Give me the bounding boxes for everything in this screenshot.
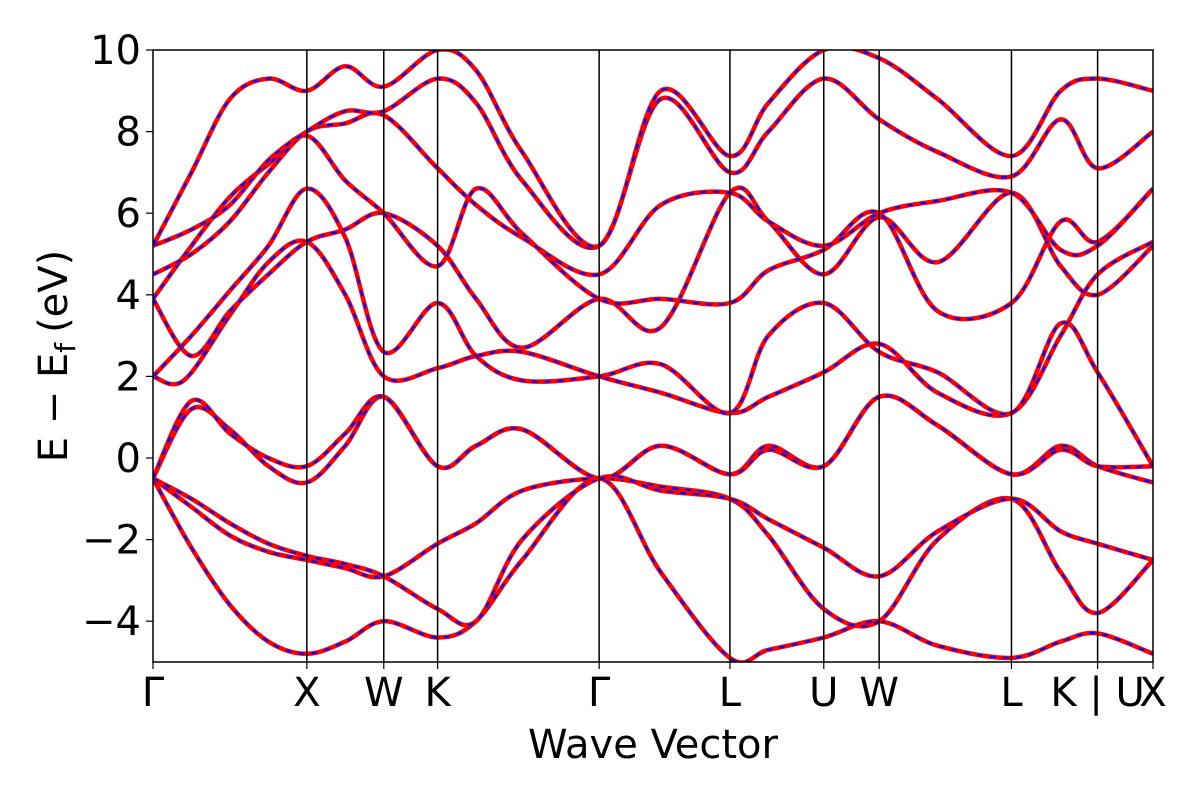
- band-line-blue-dashed: [153, 475, 1153, 627]
- band-line-blue-dashed: [153, 186, 1153, 358]
- y-tick-label: 0: [116, 436, 141, 482]
- band-line-red: [153, 186, 1153, 468]
- y-axis-ticks: −4 −2 0 2 4 6 8 10: [82, 28, 153, 645]
- y-axis-title-subscript: f: [49, 342, 82, 353]
- band-line-red: [153, 473, 1153, 628]
- x-axis-title: Wave Vector: [528, 722, 779, 768]
- x-tick-label: K: [424, 670, 452, 716]
- y-axis-title-unit: (eV): [31, 250, 77, 333]
- band-line-blue-dashed: [153, 477, 1153, 662]
- y-axis-title: E − Ef (eV): [31, 250, 82, 463]
- band-line-red: [153, 476, 1153, 662]
- x-tick-label: X: [293, 670, 320, 716]
- y-tick-label: −4: [82, 599, 141, 645]
- high-symmetry-lines: [306, 50, 1099, 662]
- band-line-blue-dashed: [153, 111, 1153, 277]
- x-tick-label: L: [719, 670, 742, 716]
- band-line-red: [153, 133, 1153, 322]
- x-tick-label: Γ: [588, 670, 611, 716]
- y-tick-label: 4: [116, 273, 141, 319]
- band-line-blue-dashed: [153, 187, 1153, 467]
- y-tick-label: −2: [82, 518, 141, 564]
- y-tick-label: 2: [116, 354, 141, 400]
- band-line-red: [153, 50, 1153, 249]
- y-axis-title-main: E − E: [31, 353, 77, 463]
- y-tick-label: 6: [116, 191, 141, 237]
- plot-frame: [152, 49, 1154, 663]
- band-lines: [153, 50, 1153, 662]
- x-tick-label: W: [859, 670, 899, 716]
- band-line-blue-dashed: [153, 50, 1153, 248]
- y-tick-label: 10: [90, 28, 141, 74]
- x-tick-label: K | U: [1050, 670, 1144, 716]
- band-line-blue-dashed: [153, 394, 1153, 480]
- band-line-blue-dashed: [153, 134, 1153, 321]
- x-tick-label: W: [364, 670, 404, 716]
- x-tick-label: X: [1139, 670, 1166, 716]
- band-line-red: [153, 238, 1153, 418]
- y-tick-label: 8: [116, 110, 141, 156]
- x-tick-label: U: [809, 670, 838, 716]
- x-tick-label: L: [1000, 670, 1023, 716]
- x-tick-label: Γ: [142, 670, 165, 716]
